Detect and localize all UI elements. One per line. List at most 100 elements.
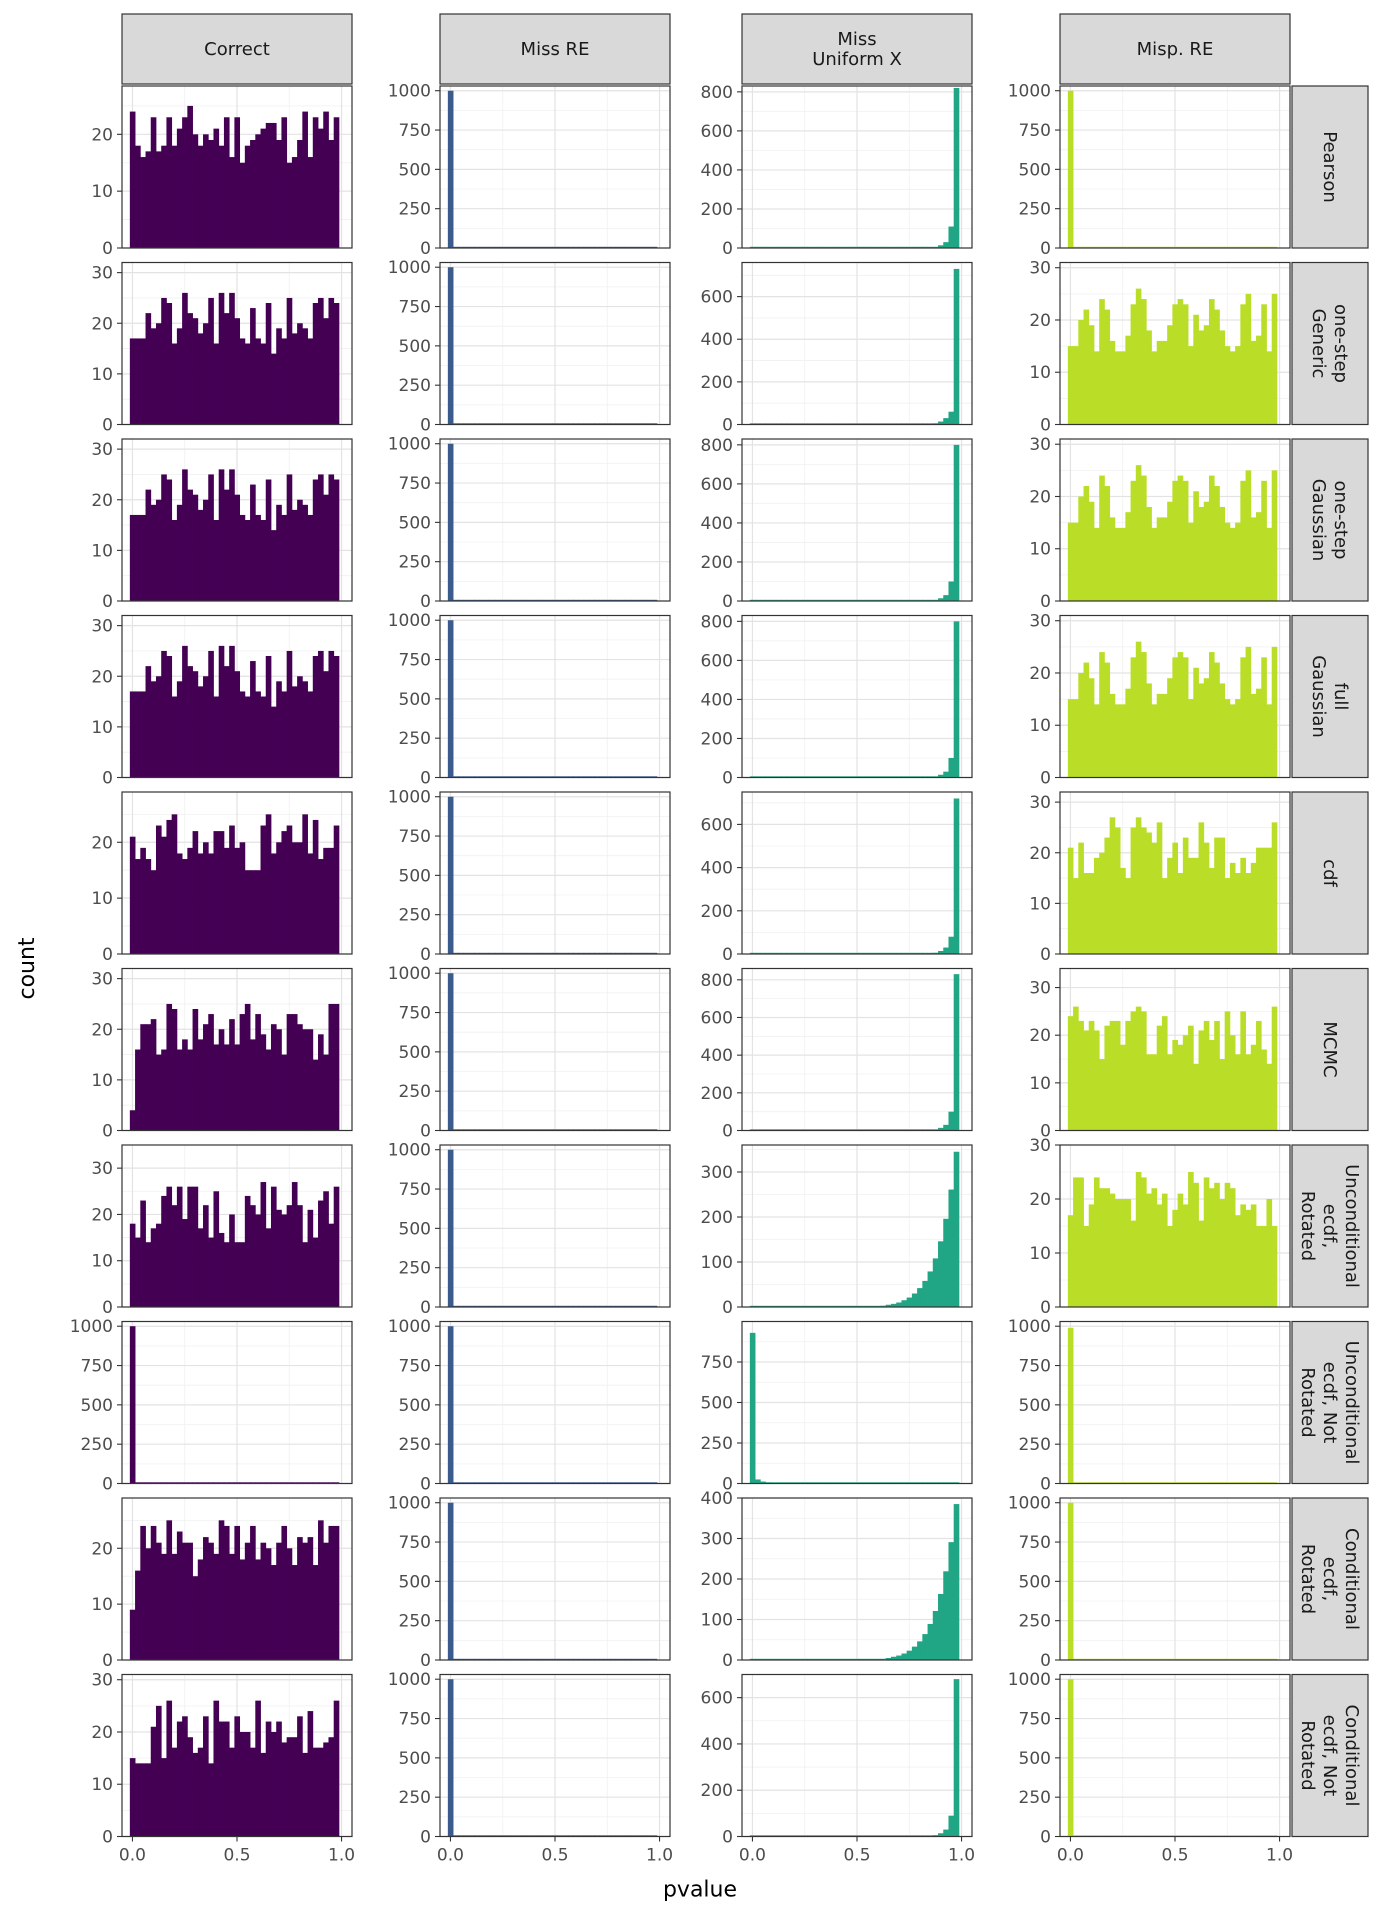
- y-tick-label: 0: [1040, 945, 1051, 965]
- histogram-bar: [166, 479, 173, 601]
- histogram-bar: [755, 246, 761, 248]
- column-strip-box: [121, 13, 353, 85]
- histogram-bar: [1177, 246, 1184, 248]
- histogram-bar: [896, 423, 902, 425]
- histogram-bar: [213, 1191, 220, 1307]
- panel-border: [1059, 1144, 1291, 1308]
- histogram-bar: [155, 151, 162, 248]
- histogram-bar: [1141, 299, 1147, 425]
- histogram-bar: [1109, 340, 1116, 425]
- histogram-bar: [1240, 857, 1246, 954]
- histogram-bar: [948, 1815, 955, 1837]
- histogram-bar: [281, 338, 288, 425]
- histogram-bar: [297, 1205, 303, 1307]
- histogram-bar: [515, 246, 522, 248]
- y-tick-label: 200: [701, 729, 733, 749]
- histogram-bar: [1093, 527, 1100, 601]
- histogram-bar: [1120, 867, 1126, 954]
- histogram-bar: [541, 423, 548, 425]
- histogram-bar: [318, 1034, 324, 1131]
- histogram-bar: [1172, 657, 1179, 778]
- histogram-bar: [176, 1186, 183, 1307]
- y-tick-label: 0: [1040, 416, 1051, 436]
- histogram-bar: [312, 819, 319, 954]
- histogram-bar: [328, 140, 335, 248]
- row-strip-label: Rotated: [1297, 1544, 1318, 1614]
- histogram-bar: [171, 814, 178, 954]
- histogram-bar: [636, 246, 642, 248]
- histogram-bar: [890, 246, 897, 248]
- histogram-bar: [270, 1731, 277, 1837]
- histogram-bar: [197, 853, 204, 954]
- histogram-bar: [1161, 517, 1168, 601]
- histogram-bar: [297, 1024, 303, 1131]
- histogram-bar: [1073, 1006, 1079, 1131]
- histogram-bar: [1104, 837, 1111, 954]
- panel: 0 250 500 750 1000: [388, 1317, 671, 1495]
- histogram-bar: [1130, 480, 1137, 601]
- histogram-bar: [250, 1205, 256, 1307]
- histogram-bar: [166, 656, 173, 778]
- histogram-bar: [948, 936, 955, 954]
- histogram-bar: [192, 671, 199, 778]
- panel: 0 250 500 750 1000: [388, 435, 671, 612]
- y-tick-label: 750: [399, 1357, 431, 1377]
- histogram-bar: [594, 423, 600, 425]
- histogram-bar: [749, 423, 756, 425]
- histogram-bar: [749, 246, 756, 248]
- histogram-bar: [197, 145, 204, 248]
- histogram-bar: [604, 246, 611, 248]
- y-tick-label: 800: [701, 971, 733, 991]
- y-tick-label: 500: [399, 513, 431, 533]
- y-axis-title-group: count: [15, 937, 40, 999]
- histogram-bar: [1229, 704, 1236, 778]
- histogram-bar: [1146, 683, 1152, 778]
- histogram-bar: [302, 1752, 308, 1837]
- histogram-bar: [333, 1525, 340, 1660]
- y-tick-label: 0: [722, 1122, 733, 1142]
- histogram-bar: [1177, 475, 1184, 601]
- y-tick-label: 0: [102, 416, 113, 436]
- panel-border: [439, 614, 671, 779]
- histogram-bar: [1208, 475, 1215, 601]
- histogram-bar: [291, 1737, 298, 1837]
- histogram-bar: [1109, 246, 1116, 248]
- panel: 0 10 20: [91, 85, 353, 259]
- histogram-bar: [297, 499, 303, 601]
- histogram-bar: [187, 847, 193, 954]
- histogram-bar: [1188, 699, 1194, 778]
- histogram-bar: [1266, 704, 1273, 778]
- panel: 0 10 20 30: [1029, 612, 1291, 789]
- histogram-bar: [1088, 501, 1095, 601]
- histogram-bar: [1245, 1054, 1252, 1131]
- histogram-bar: [1198, 246, 1205, 248]
- histogram-bar: [1219, 330, 1226, 425]
- histogram-bar: [775, 246, 782, 248]
- histogram-bar: [171, 343, 178, 425]
- histogram-bar: [583, 246, 590, 248]
- histogram-bar: [786, 246, 793, 248]
- histogram-bar: [1078, 1177, 1084, 1307]
- histogram-bar: [281, 691, 288, 778]
- row-strip-label: MCMC: [1319, 1021, 1340, 1077]
- histogram-bar: [489, 246, 496, 248]
- column-strip: Correct: [121, 13, 353, 85]
- histogram-bar: [239, 514, 246, 601]
- histogram-bar: [333, 303, 340, 425]
- histogram-bar: [197, 686, 204, 778]
- x-tick-label: 0.5: [843, 1846, 870, 1866]
- y-tick-label: 500: [399, 337, 431, 357]
- histogram-bar: [291, 509, 298, 601]
- histogram-bar: [1141, 1177, 1147, 1307]
- histogram-bar: [192, 1009, 199, 1131]
- histogram-bar: [187, 1049, 193, 1131]
- histogram-bar: [896, 1655, 902, 1660]
- histogram-bar: [938, 421, 944, 425]
- histogram-bar: [197, 333, 204, 425]
- histogram-bar: [250, 1039, 256, 1131]
- histogram-bar: [1214, 309, 1220, 425]
- histogram-bar: [1083, 486, 1090, 601]
- histogram-bar: [297, 323, 303, 425]
- y-tick-label: 250: [399, 200, 431, 220]
